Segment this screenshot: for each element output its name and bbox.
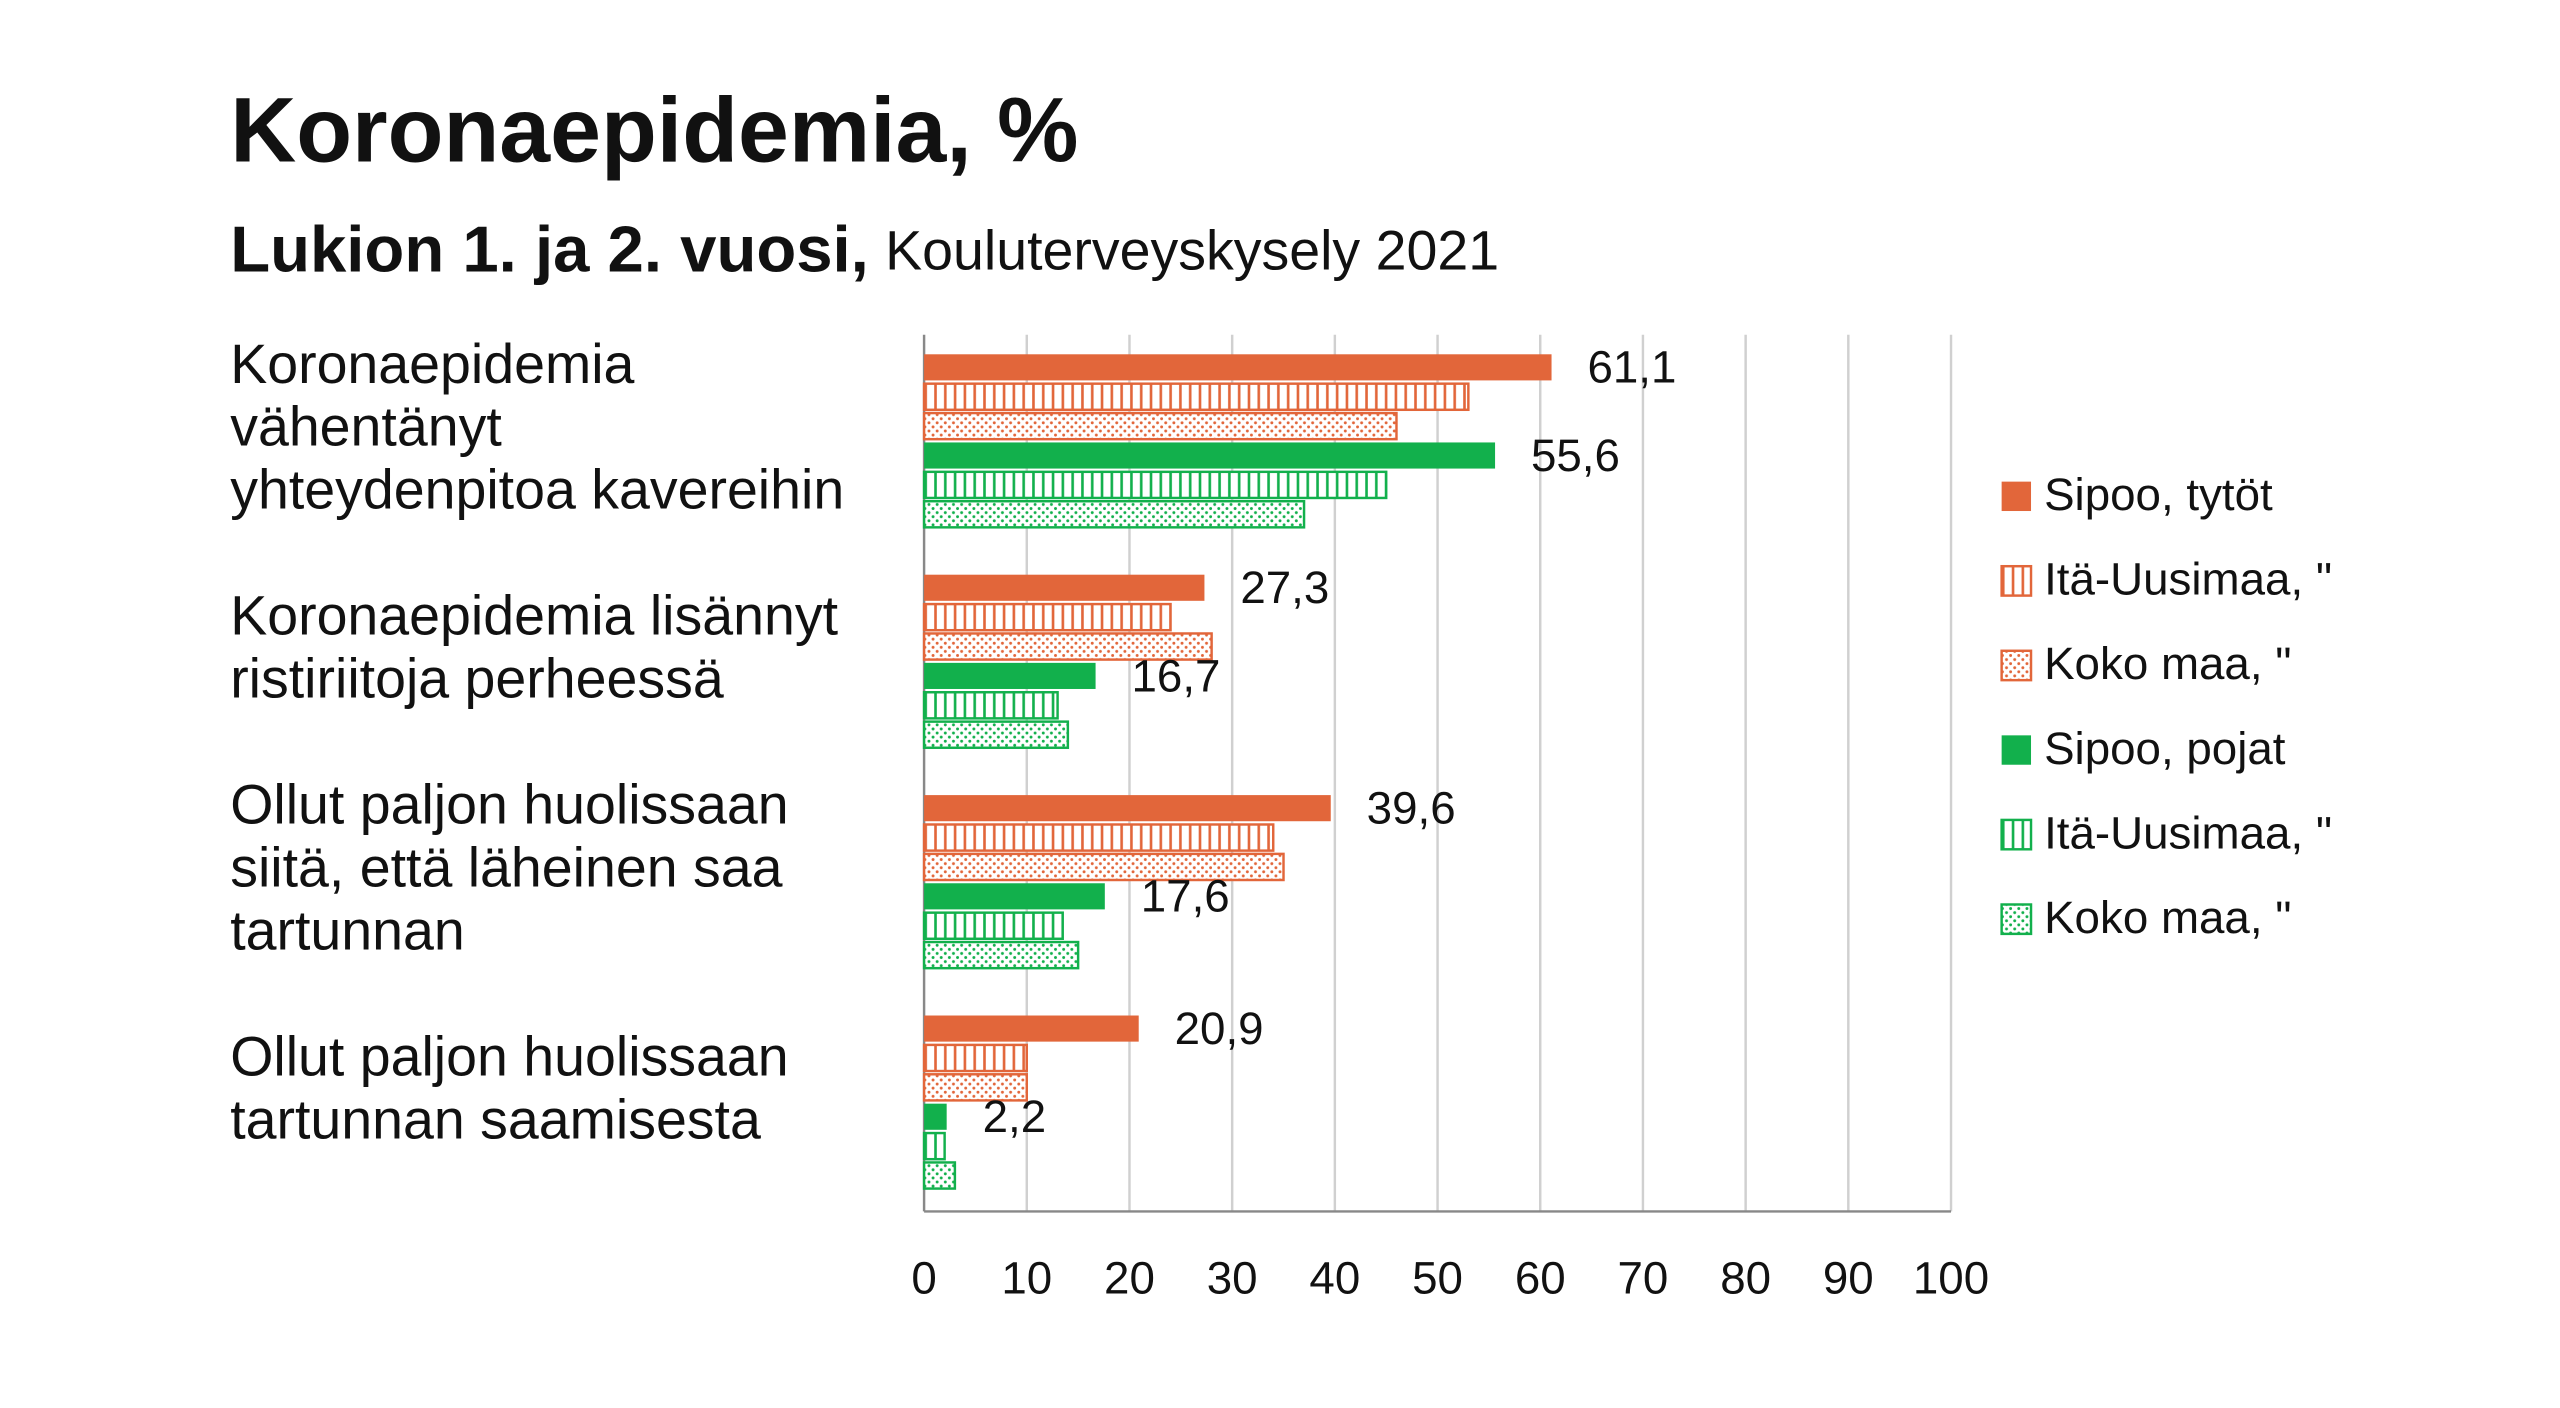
legend-swatch [2000,818,2033,851]
bar [922,1073,1029,1102]
x-tick-label: 0 [911,1253,936,1304]
category-label: tartunnan [230,899,465,961]
x-tick-label: 70 [1618,1253,1669,1304]
x-tick-label: 40 [1309,1253,1360,1304]
legend-label: Koko maa, " [2044,892,2291,943]
bar [924,1015,1139,1042]
source: Kouluterveyskysely 2021 [885,219,1499,281]
bar [922,823,1275,852]
legend-label: Itä-Uusimaa, " [2044,807,2332,858]
category-label: Ollut paljon huolissaan [230,1025,788,1087]
chart-title: Koronaepidemia, % [230,79,1078,181]
value-label: 61,1 [1587,342,1676,393]
legend-label: Sipoo, pojat [2044,723,2286,774]
bar [922,691,1059,720]
bar [924,1103,947,1130]
value-label: 17,6 [1141,871,1230,922]
value-label: 27,3 [1240,562,1329,613]
legend-label: Koko maa, " [2044,638,2291,689]
value-label: 16,7 [1131,650,1220,701]
x-tick-label: 20 [1104,1253,1155,1304]
x-tick-label: 90 [1823,1253,1874,1304]
bar [924,883,1105,910]
legend-swatch [2001,735,2032,765]
bar [922,382,1470,412]
category-label: siitä, että läheinen saa [230,836,782,898]
x-tick-label: 80 [1720,1253,1771,1304]
bar [922,499,1306,529]
value-label: 55,6 [1531,430,1620,481]
category-label: vähentänyt [230,396,502,458]
bar [922,940,1080,970]
chart-subtitle: Lukion 1. ja 2. vuosi, Kouluterveyskysely… [230,213,1499,286]
value-label: 20,9 [1175,1003,1264,1054]
legend-swatch [2000,649,2033,682]
bar [924,795,1331,822]
subtitle: Lukion 1. ja 2. vuosi, [230,213,869,286]
bar [924,354,1552,381]
bar [922,470,1388,500]
x-tick-label: 30 [1207,1253,1258,1304]
category-label: Ollut paljon huolissaan [230,774,788,836]
category-label: Koronaepidemia lisännyt [230,585,838,647]
legend-label: Itä-Uusimaa, " [2044,554,2332,605]
bar [924,442,1496,469]
x-tick-label: 100 [1913,1253,1989,1304]
bar [922,911,1064,940]
legend-swatch [2000,903,2033,936]
category-label: tartunnan saamisesta [230,1088,761,1150]
category-label: ristiriitoja perheessä [230,648,724,710]
value-label: 39,6 [1367,783,1456,834]
bar [922,852,1285,882]
legend-label: Sipoo, tytöt [2044,469,2273,520]
bar [922,1161,957,1190]
x-tick-label: 10 [1001,1253,1052,1304]
bar [924,662,1096,689]
category-label: yhteydenpitoa kavereihin [230,459,844,521]
legend-swatch [2001,481,2032,512]
x-tick-label: 60 [1515,1253,1566,1304]
legend-swatch [2000,564,2033,597]
bar [922,602,1172,632]
category-label: Koronaepidemia [230,333,634,395]
bar [922,720,1070,749]
x-tick-label: 50 [1412,1253,1463,1304]
bar [922,1131,946,1161]
bar [922,632,1213,661]
bar [922,1043,1029,1073]
bar [924,574,1205,601]
value-label: 2,2 [983,1091,1047,1142]
bar [922,411,1398,441]
